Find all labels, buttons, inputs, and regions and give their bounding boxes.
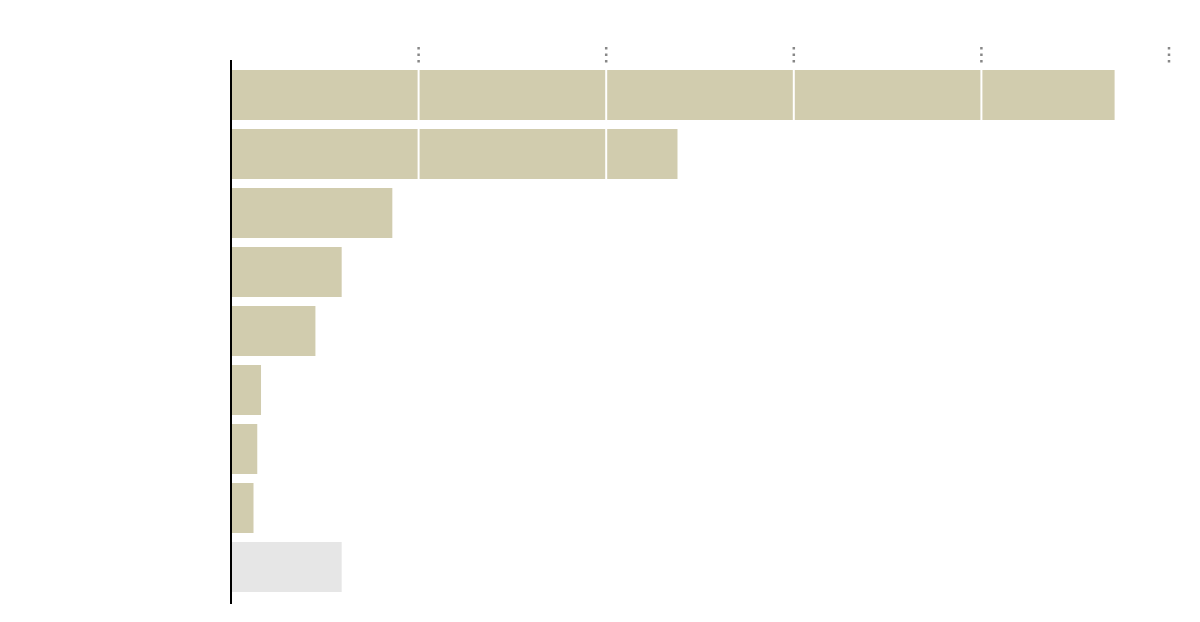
bar [231, 306, 316, 356]
bar [231, 129, 678, 179]
bar [231, 365, 262, 415]
bar [231, 483, 254, 533]
bar [231, 188, 393, 238]
bar [231, 542, 342, 592]
bar [231, 424, 258, 474]
bar [231, 70, 1115, 120]
bar [231, 247, 342, 297]
